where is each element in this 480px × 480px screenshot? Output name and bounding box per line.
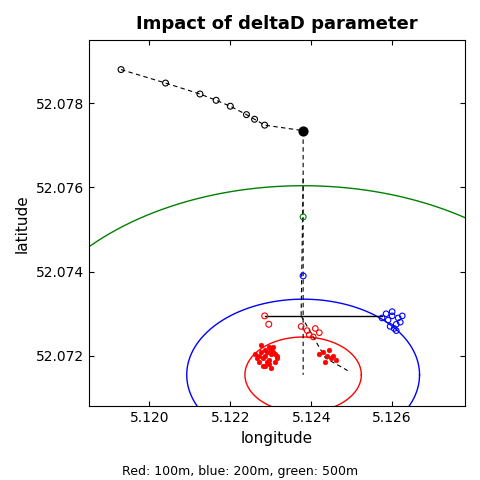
Point: [251, 350, 258, 358]
Point: [196, 90, 204, 98]
Point: [332, 356, 339, 364]
Point: [259, 354, 266, 362]
Point: [257, 341, 264, 349]
Point: [267, 350, 275, 358]
Point: [273, 352, 281, 360]
Point: [269, 348, 276, 356]
Point: [300, 272, 307, 280]
Point: [315, 350, 323, 358]
Point: [243, 111, 251, 119]
Text: Red: 100m, blue: 200m, green: 500m: Red: 100m, blue: 200m, green: 500m: [122, 465, 358, 478]
Point: [265, 344, 273, 351]
Point: [303, 327, 311, 335]
Point: [324, 352, 331, 360]
Point: [267, 365, 275, 372]
Point: [300, 213, 307, 221]
Point: [390, 324, 398, 332]
Point: [253, 354, 261, 362]
Point: [388, 312, 396, 320]
Point: [261, 346, 268, 353]
Point: [388, 308, 396, 315]
Point: [261, 362, 268, 370]
Point: [267, 346, 275, 353]
Point: [261, 121, 268, 129]
Y-axis label: latitude: latitude: [15, 194, 30, 252]
Point: [395, 314, 402, 322]
Point: [312, 324, 319, 332]
Point: [300, 127, 307, 134]
Point: [271, 350, 279, 358]
Point: [330, 352, 337, 360]
Point: [261, 312, 268, 320]
Point: [396, 318, 404, 326]
Point: [273, 354, 281, 362]
Point: [328, 354, 336, 362]
Point: [263, 348, 271, 356]
Point: [315, 329, 323, 336]
Point: [265, 356, 273, 364]
Point: [384, 316, 392, 324]
Point: [261, 352, 268, 360]
Title: Impact of deltaD parameter: Impact of deltaD parameter: [136, 15, 418, 33]
Point: [398, 312, 406, 320]
Point: [269, 344, 276, 351]
Point: [259, 362, 266, 370]
Point: [117, 66, 125, 73]
Point: [310, 333, 317, 341]
Point: [257, 348, 264, 356]
Point: [263, 359, 271, 366]
Point: [212, 96, 220, 104]
Point: [392, 321, 400, 328]
Point: [320, 348, 327, 356]
Point: [297, 323, 305, 330]
Point: [265, 360, 273, 368]
Point: [392, 327, 400, 335]
Point: [325, 346, 333, 353]
Point: [322, 359, 329, 366]
Point: [227, 102, 234, 110]
Point: [255, 359, 263, 366]
Point: [386, 323, 394, 330]
Point: [265, 321, 273, 328]
Point: [378, 314, 386, 322]
Point: [255, 352, 263, 360]
Point: [162, 79, 169, 87]
X-axis label: longitude: longitude: [241, 431, 313, 446]
Point: [251, 115, 258, 123]
Point: [382, 310, 390, 318]
Point: [305, 331, 313, 339]
Point: [271, 359, 279, 366]
